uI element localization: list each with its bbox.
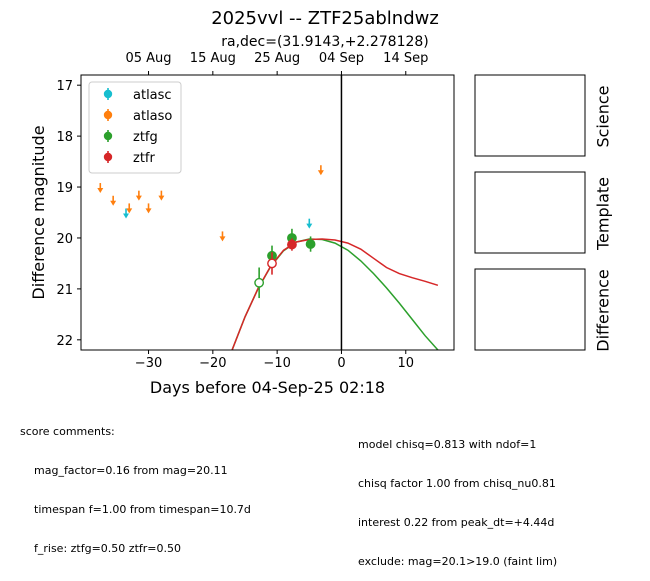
model-comment-line: model chisq=0.813 with ndof=1 bbox=[358, 438, 537, 451]
difference-panel bbox=[474, 268, 586, 351]
upper-limit-atlaso bbox=[110, 195, 117, 206]
top-tick-label: 05 Aug bbox=[125, 51, 171, 66]
model-comment-line: chisq factor 1.00 from chisq_nu0.81 bbox=[358, 477, 556, 490]
template-panel bbox=[474, 171, 586, 254]
x-tick-label: −20 bbox=[199, 356, 226, 371]
model-comment-line: exclude: mag=20.1>19.0 (faint lim) bbox=[358, 555, 558, 568]
legend-label-ztfr: ztfr bbox=[133, 151, 155, 166]
top-tick-label: 14 Sep bbox=[383, 51, 428, 66]
upper-limit-atlaso-head bbox=[158, 195, 165, 201]
data-point-ztfg bbox=[254, 277, 265, 288]
x-tick-label: 10 bbox=[397, 356, 414, 371]
upper-limit-atlaso bbox=[219, 231, 226, 242]
score-comments-heading: score comments: bbox=[20, 425, 115, 438]
legend-label-ztfg: ztfg bbox=[133, 130, 158, 145]
science-panel bbox=[474, 74, 586, 157]
chart-subtitle: ra,dec=(31.9143,+2.278128) bbox=[221, 34, 429, 50]
y-tick-label: 21 bbox=[56, 283, 73, 298]
legend-marker-atlaso bbox=[103, 110, 113, 120]
legend: atlasc atlaso ztfg ztfr bbox=[88, 81, 182, 174]
science-label: Science bbox=[593, 85, 613, 148]
upper-limit-atlaso bbox=[317, 165, 324, 176]
axes: −30 −20 −10 0 10 05 Aug 15 Aug 25 Aug 04 Sep 14 S… bbox=[29, 51, 455, 397]
data-point-ztfr bbox=[267, 258, 277, 269]
legend-box bbox=[88, 81, 182, 174]
upper-limit-atlaso bbox=[97, 183, 104, 194]
upper-limit-atlaso-head bbox=[135, 195, 142, 201]
plot-area bbox=[97, 75, 439, 350]
model-comment-line: interest 0.22 from peak_dt=+4.44d bbox=[358, 516, 555, 529]
x-tick-label: 0 bbox=[337, 356, 345, 371]
x-tick-label: −30 bbox=[135, 356, 162, 371]
upper-limit-atlaso bbox=[158, 190, 165, 201]
score-comment-line: mag_factor=0.16 from mag=20.11 bbox=[34, 464, 228, 477]
legend-marker-ztfr bbox=[103, 152, 113, 162]
upper-limit-atlaso bbox=[126, 203, 133, 214]
difference-label: Difference bbox=[593, 269, 613, 352]
upper-limit-atlaso-head bbox=[219, 236, 226, 242]
top-tick-label: 25 Aug bbox=[254, 51, 300, 66]
score-comment-line: timespan f=1.00 from timespan=10.7d bbox=[34, 503, 251, 516]
legend-marker-atlasc bbox=[103, 89, 113, 99]
upper-limit-atlaso-head bbox=[126, 208, 133, 214]
upper-limit-atlasc bbox=[306, 218, 313, 229]
upper-limit-atlasc bbox=[123, 208, 130, 219]
model-curve-ztfg bbox=[231, 238, 439, 350]
data-point-ztfr bbox=[287, 239, 297, 250]
score-comment-line: f_rise: ztfg=0.50 ztfr=0.50 bbox=[34, 542, 181, 555]
y-tick-label: 22 bbox=[56, 334, 73, 349]
y-tick-label: 19 bbox=[56, 181, 73, 196]
chart-title: 2025vvl -- ZTF25ablndwz bbox=[211, 8, 439, 29]
y-axis-label: Difference magnitude bbox=[29, 125, 48, 299]
model-comments: model chisq=0.813 with ndof=1 chisq fact… bbox=[358, 412, 557, 581]
upper-limit-atlaso bbox=[145, 203, 152, 214]
score-comments: score comments: mag_factor=0.16 from mag… bbox=[20, 399, 251, 568]
upper-limit-atlaso bbox=[135, 190, 142, 201]
plot-clipped bbox=[97, 75, 439, 350]
top-tick-label: 04 Sep bbox=[319, 51, 364, 66]
upper-limit-atlaso-head bbox=[97, 188, 104, 194]
template-label: Template bbox=[593, 177, 613, 251]
data-point-ztfg bbox=[305, 239, 316, 249]
upper-limit-atlaso-head bbox=[110, 200, 117, 206]
upper-limit-atlasc-head bbox=[123, 213, 130, 219]
light-curve-figure: −30 −20 −10 0 10 05 Aug 15 Aug 25 Aug 04 Sep 14 S… bbox=[29, 51, 586, 397]
y-tick-label: 20 bbox=[56, 232, 73, 247]
y-tick-label: 18 bbox=[56, 130, 73, 145]
legend-marker-ztfg bbox=[103, 131, 113, 141]
top-tick-label: 15 Aug bbox=[190, 51, 236, 66]
x-axis-label: Days before 04-Sep-25 02:18 bbox=[150, 378, 385, 397]
upper-limit-atlaso-head bbox=[317, 170, 324, 176]
upper-limit-atlasc-head bbox=[306, 223, 313, 229]
plot-frame bbox=[80, 74, 455, 351]
y-tick-label: 17 bbox=[56, 79, 73, 94]
model-curve-ztfr bbox=[231, 238, 439, 350]
legend-label-atlaso: atlaso bbox=[133, 109, 172, 124]
x-tick-label: −10 bbox=[263, 356, 290, 371]
upper-limit-atlaso-head bbox=[145, 208, 152, 214]
legend-label-atlasc: atlasc bbox=[133, 88, 172, 103]
